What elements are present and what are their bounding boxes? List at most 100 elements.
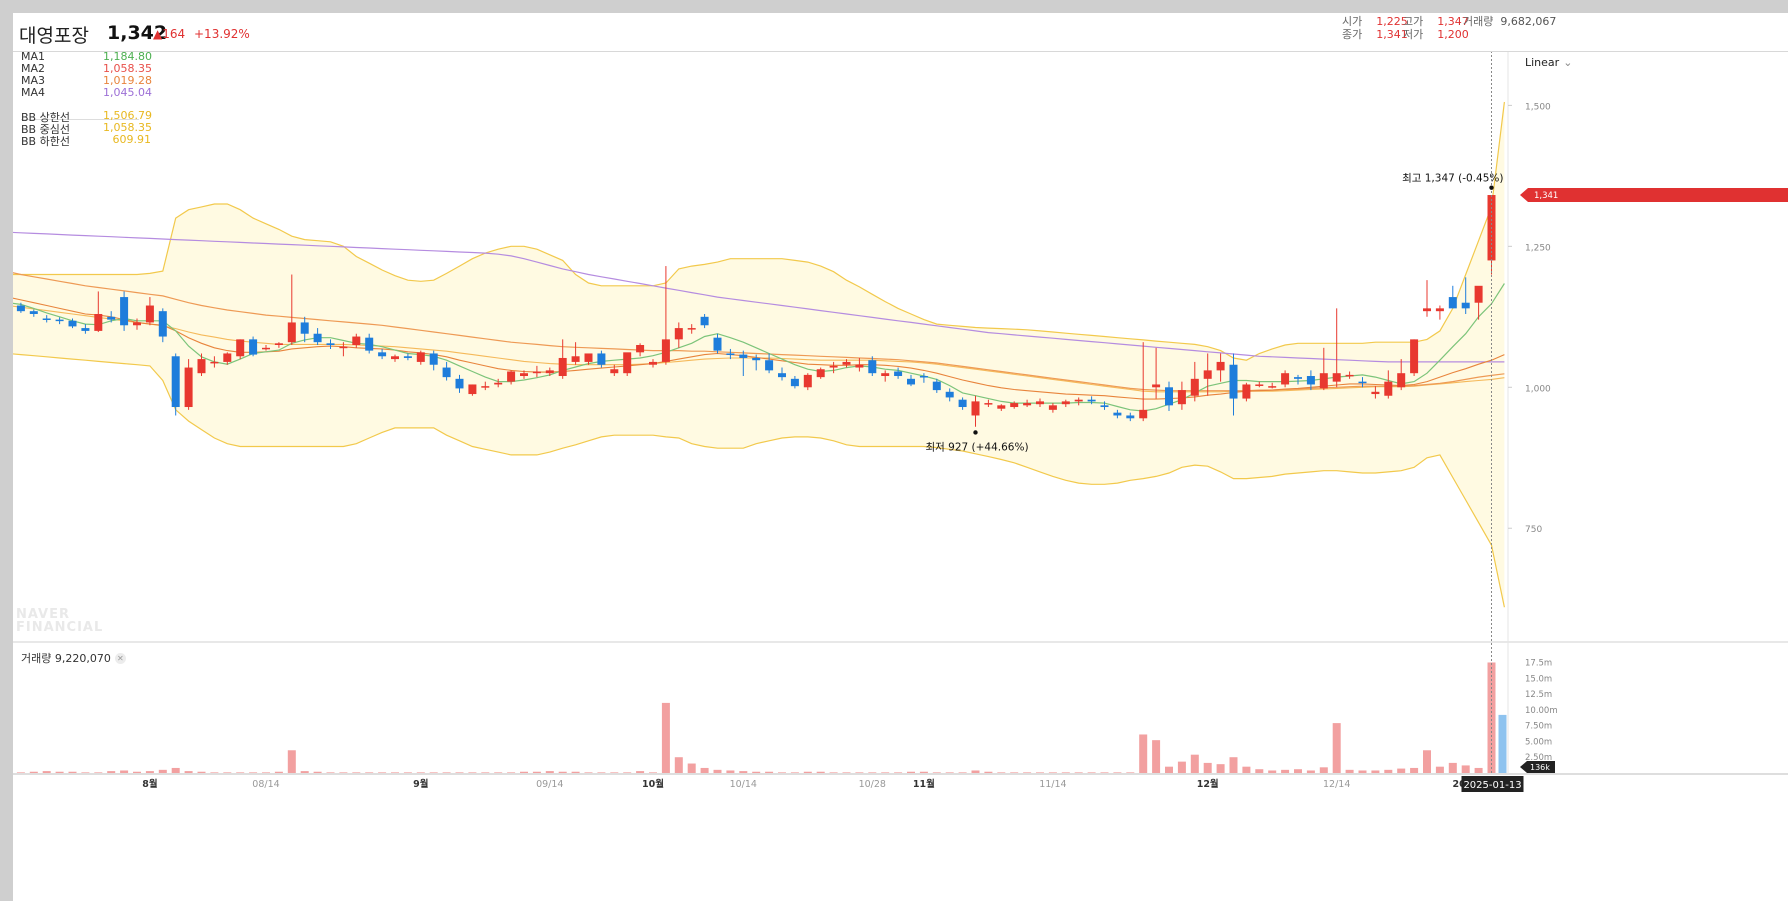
candle bbox=[94, 313, 103, 331]
stock-header: 대영포장 1,342 ▲164 +13.92% 시가 1,225 고가 1,34… bbox=[13, 13, 1788, 52]
bb-lower-line bbox=[13, 353, 1505, 608]
candle bbox=[700, 316, 709, 326]
close-icon[interactable]: ✕ bbox=[114, 653, 126, 664]
candle bbox=[339, 346, 348, 349]
candle bbox=[391, 356, 399, 360]
stock-name: 대영포장 bbox=[19, 25, 89, 47]
candle bbox=[507, 371, 516, 382]
volume-bar-up bbox=[1397, 768, 1406, 773]
candle bbox=[378, 352, 387, 357]
volume-bar-up bbox=[339, 772, 348, 773]
candle bbox=[778, 373, 786, 378]
candle bbox=[1435, 308, 1444, 312]
low-price: 저가 1,200 bbox=[1403, 28, 1469, 41]
volume-bar-up bbox=[932, 772, 941, 773]
volume-bar-up bbox=[829, 772, 838, 773]
volume-bar-up bbox=[378, 772, 387, 773]
scale-mode-select[interactable]: Linear ⌄ bbox=[1525, 56, 1573, 69]
candle bbox=[855, 364, 864, 368]
candle bbox=[945, 391, 954, 398]
candle bbox=[713, 337, 722, 351]
volume-bar-up bbox=[1023, 772, 1032, 773]
volume-bar-up bbox=[726, 770, 735, 773]
volume-bar-up bbox=[674, 757, 683, 773]
naver-financial-watermark: NAVER FINANCIAL bbox=[16, 607, 104, 635]
volume-bar-up bbox=[778, 772, 786, 773]
legend-ma2: MA2 1,058.35 bbox=[21, 62, 152, 75]
candle bbox=[520, 373, 528, 377]
candle bbox=[1384, 381, 1393, 396]
volume-bar-up bbox=[262, 772, 270, 773]
candle bbox=[1448, 297, 1457, 309]
candle bbox=[455, 378, 464, 389]
candle bbox=[1358, 381, 1367, 384]
volume-bar-up bbox=[1281, 769, 1290, 773]
price-change: ▲164 bbox=[153, 27, 186, 41]
volume-bar-up bbox=[300, 771, 309, 773]
candle bbox=[313, 333, 322, 343]
candle bbox=[803, 374, 812, 388]
high-marker-label: 최고 1,347 (-0.45%) bbox=[1402, 173, 1503, 185]
volume-bar-up bbox=[1087, 772, 1096, 773]
candle bbox=[133, 322, 141, 326]
close-price: 종가 1,341 bbox=[1342, 28, 1408, 41]
volume-bar-up bbox=[803, 771, 812, 773]
volume-bar-up bbox=[81, 772, 90, 773]
volume-bar-up bbox=[184, 771, 193, 773]
volume-bar-up bbox=[120, 770, 129, 773]
volume-bar-up bbox=[532, 771, 541, 773]
volume-tick-label: 10.00m bbox=[1525, 706, 1558, 716]
legend-ma4: MA4 1,045.04 bbox=[21, 86, 152, 99]
volume-bar-up bbox=[868, 772, 877, 773]
price-chart[interactable]: 1,500 1,250 1,000 750 17.5m 15.0m 12.5m 10.00m 7… bbox=[13, 13, 1788, 901]
volume-bar-up bbox=[455, 772, 464, 773]
candle bbox=[545, 370, 554, 374]
volume-bar-up bbox=[584, 772, 593, 773]
volume-bar-up bbox=[365, 772, 374, 773]
candle bbox=[1306, 376, 1315, 385]
volume-bar-up bbox=[42, 771, 51, 773]
volume-bar-up bbox=[713, 769, 722, 773]
candle bbox=[210, 361, 219, 364]
volume-bar-up bbox=[1435, 766, 1444, 773]
volume-tick-label: 5.00m bbox=[1525, 737, 1552, 747]
volume-bar-up bbox=[636, 771, 645, 773]
candle bbox=[68, 320, 77, 327]
candle bbox=[558, 357, 567, 377]
volume-bar-up bbox=[1345, 769, 1354, 773]
candle bbox=[1048, 405, 1057, 410]
time-tick-label: 8월 bbox=[142, 778, 157, 790]
candle bbox=[894, 371, 903, 377]
candle bbox=[649, 361, 657, 365]
candle bbox=[1113, 412, 1122, 416]
volume-bar-up bbox=[881, 772, 890, 773]
volume-bar-up bbox=[1048, 772, 1057, 773]
candle bbox=[584, 353, 593, 362]
candle bbox=[1139, 409, 1148, 419]
volume-bar-up bbox=[984, 771, 993, 773]
candle bbox=[1371, 391, 1380, 395]
candle bbox=[184, 367, 193, 408]
candle bbox=[300, 322, 309, 334]
candle bbox=[494, 382, 503, 385]
volume-bar-up bbox=[442, 772, 451, 773]
volume-bar-up bbox=[1268, 770, 1277, 773]
volume-bar-up bbox=[274, 771, 283, 773]
time-tick-label: 10/14 bbox=[730, 779, 757, 790]
legend-bb-upper: BB 상한선 1,506.79 bbox=[21, 109, 152, 124]
candle bbox=[1410, 339, 1419, 374]
candle bbox=[674, 328, 683, 340]
price-tick-label: 750 bbox=[1525, 525, 1542, 535]
volume-bar-up bbox=[352, 772, 361, 773]
candle bbox=[532, 371, 541, 374]
candle bbox=[1074, 399, 1083, 402]
volume-bar-up bbox=[133, 771, 141, 773]
candle bbox=[687, 328, 696, 330]
volume-bar-up bbox=[1410, 767, 1419, 773]
candle bbox=[468, 384, 477, 395]
volume-tick-label: 2.50m bbox=[1525, 753, 1552, 763]
high-price: 고가 1,347 bbox=[1403, 15, 1469, 28]
candle bbox=[971, 401, 980, 416]
volume-bar-up bbox=[1461, 765, 1470, 773]
candle bbox=[1461, 302, 1470, 309]
